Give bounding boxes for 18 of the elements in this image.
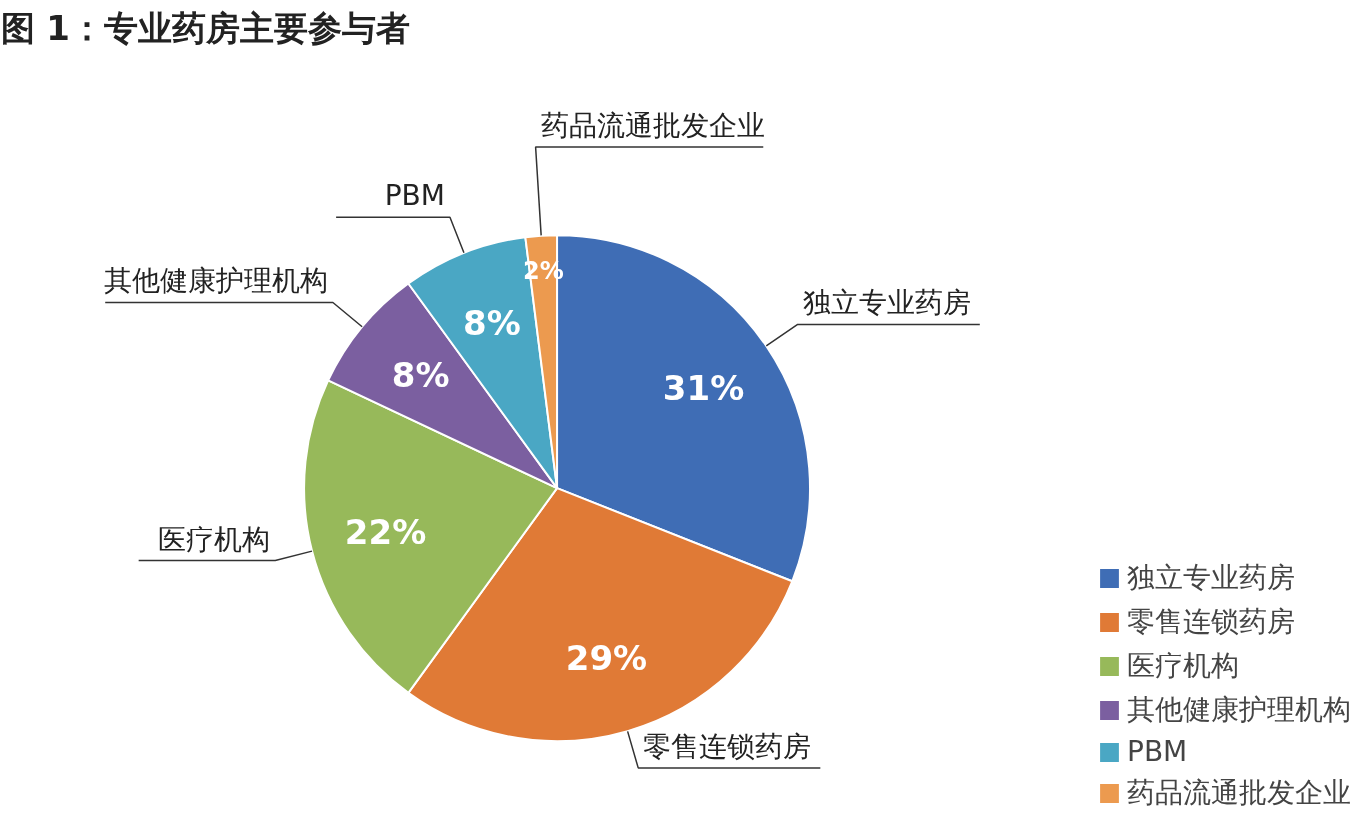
legend-label: 医疗机构 <box>1127 648 1239 684</box>
legend-label: 零售连锁药房 <box>1127 604 1295 640</box>
data-label: 8% <box>462 303 521 344</box>
data-label: 8% <box>391 355 450 396</box>
slice-label: 零售连锁药房 <box>643 729 812 763</box>
legend-label: 独立专业药房 <box>1127 560 1295 596</box>
legend-label: PBM <box>1127 735 1188 768</box>
slice-label: 药品流通批发企业 <box>540 108 765 142</box>
slice-label: 独立专业药房 <box>802 286 971 320</box>
slice-label: PBM <box>384 179 445 213</box>
legend-label: 其他健康护理机构 <box>1127 692 1351 728</box>
data-label: 29% <box>565 638 648 679</box>
slice-label: 医疗机构 <box>158 522 271 556</box>
data-label: 31% <box>662 368 745 409</box>
legend-label: 药品流通批发企业 <box>1127 775 1351 811</box>
data-label: 22% <box>344 512 427 553</box>
chart-title: 图 1：专业药房主要参与者 <box>0 7 410 48</box>
slice-label: 其他健康护理机构 <box>103 264 328 298</box>
